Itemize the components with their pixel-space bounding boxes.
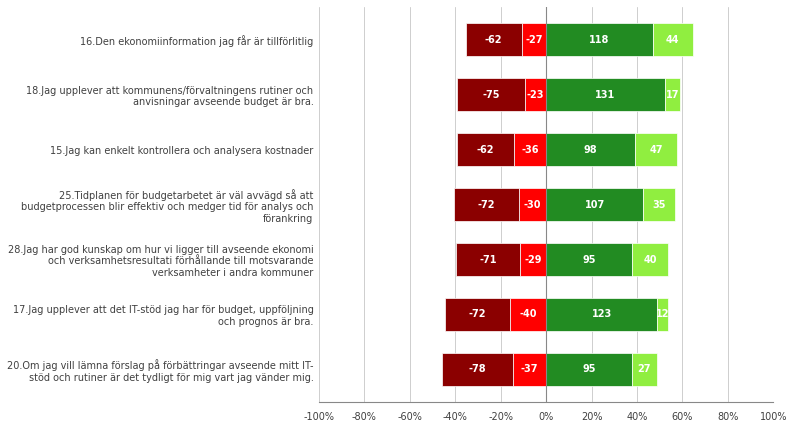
Text: 131: 131 xyxy=(596,90,615,100)
Bar xyxy=(514,133,546,166)
Bar xyxy=(546,79,665,111)
Text: 118: 118 xyxy=(589,35,610,45)
Text: -37: -37 xyxy=(521,364,538,375)
Text: -78: -78 xyxy=(468,364,486,375)
Text: -40: -40 xyxy=(519,309,537,320)
Bar xyxy=(520,243,546,276)
Bar xyxy=(457,133,514,166)
Text: 27: 27 xyxy=(638,364,651,375)
Text: -62: -62 xyxy=(485,35,503,45)
Text: 17: 17 xyxy=(665,90,679,100)
Text: 107: 107 xyxy=(584,199,605,210)
Bar xyxy=(657,298,669,331)
Bar xyxy=(546,188,643,221)
Bar xyxy=(457,79,526,111)
Text: -36: -36 xyxy=(521,145,538,155)
Bar xyxy=(546,133,635,166)
Bar xyxy=(665,79,680,111)
Bar xyxy=(522,24,546,56)
Text: 47: 47 xyxy=(649,145,663,155)
Bar xyxy=(653,24,692,56)
Bar xyxy=(632,243,669,276)
Text: 12: 12 xyxy=(656,309,669,320)
Text: 123: 123 xyxy=(592,309,612,320)
Bar xyxy=(513,353,546,386)
Bar xyxy=(546,24,653,56)
Bar xyxy=(546,353,632,386)
Bar xyxy=(635,133,677,166)
Text: -62: -62 xyxy=(476,145,495,155)
Text: -75: -75 xyxy=(483,90,500,100)
Text: 98: 98 xyxy=(584,145,597,155)
Bar xyxy=(632,353,657,386)
Text: 95: 95 xyxy=(582,254,596,265)
Bar xyxy=(465,24,522,56)
Bar xyxy=(526,79,546,111)
Text: 35: 35 xyxy=(652,199,665,210)
Text: -72: -72 xyxy=(478,199,495,210)
Bar xyxy=(510,298,546,331)
Bar xyxy=(643,188,675,221)
Text: 44: 44 xyxy=(666,35,680,45)
Text: 40: 40 xyxy=(643,254,657,265)
Bar xyxy=(546,298,657,331)
Bar xyxy=(454,188,519,221)
Bar xyxy=(519,188,546,221)
Text: -72: -72 xyxy=(468,309,486,320)
Text: -30: -30 xyxy=(524,199,542,210)
Text: -29: -29 xyxy=(524,254,542,265)
Text: -71: -71 xyxy=(479,254,496,265)
Text: -27: -27 xyxy=(525,35,542,45)
Text: 95: 95 xyxy=(582,364,596,375)
Bar xyxy=(456,243,520,276)
Bar xyxy=(442,353,513,386)
Text: -23: -23 xyxy=(527,90,545,100)
Bar xyxy=(445,298,510,331)
Bar xyxy=(546,243,632,276)
